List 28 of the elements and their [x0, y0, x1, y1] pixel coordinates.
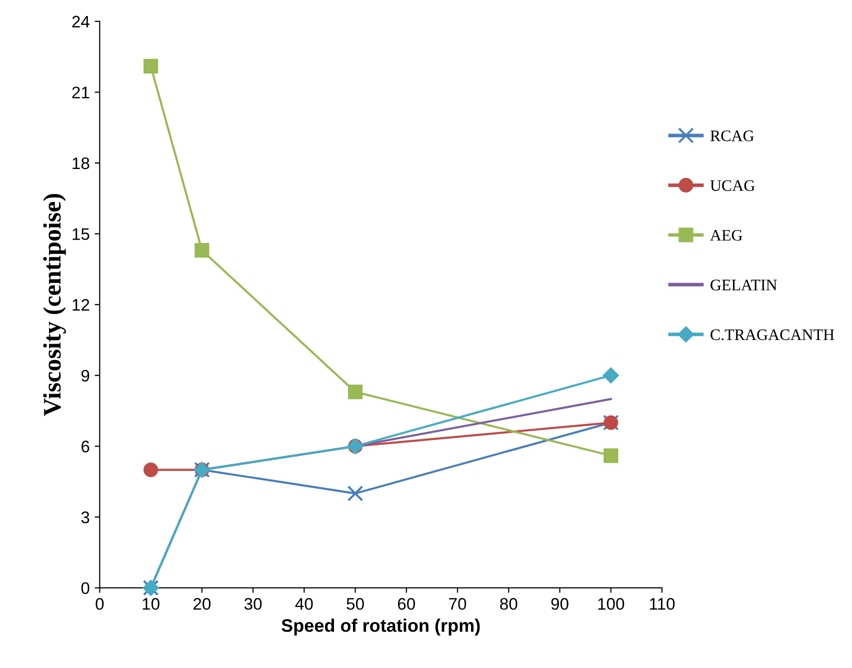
x-tick-label: 60	[398, 598, 416, 610]
y-tick-label: 9	[81, 370, 90, 382]
legend-label: UCAG	[710, 180, 755, 191]
x-tick-label: 110	[650, 598, 675, 610]
y-tick-label: 15	[72, 228, 90, 240]
y-tick-label: 24	[72, 16, 90, 28]
x-tick-label: 70	[449, 598, 466, 610]
x-tick-label: 0	[96, 598, 104, 610]
y-tick-label: 3	[81, 511, 90, 524]
x-tick-label: 10	[142, 598, 160, 610]
x-tick-label: 40	[295, 598, 313, 610]
y-axis-title: Viscosity (centipoise)	[43, 194, 66, 416]
legend-label: C.TRAGACANTH	[710, 329, 834, 340]
y-tick-label: 6	[82, 440, 90, 452]
x-tick-label: 30	[244, 598, 262, 610]
y-tick-label: 12	[72, 299, 90, 311]
legend-label: GELATIN	[710, 280, 777, 290]
y-tick-label: 0	[81, 582, 90, 594]
x-tick-label: 80	[500, 598, 518, 610]
y-tick-label: 18	[72, 157, 90, 170]
x-axis-title: Speed of rotation (rpm)	[282, 618, 480, 636]
legend-label: AEG	[710, 230, 742, 241]
x-tick-label: 20	[193, 598, 211, 610]
x-tick-label: 100	[598, 598, 624, 610]
legend-label: RCAG	[710, 130, 754, 142]
y-tick-label: 21	[72, 86, 90, 98]
x-tick-label: 50	[346, 598, 364, 610]
x-tick-label: 90	[551, 598, 568, 610]
